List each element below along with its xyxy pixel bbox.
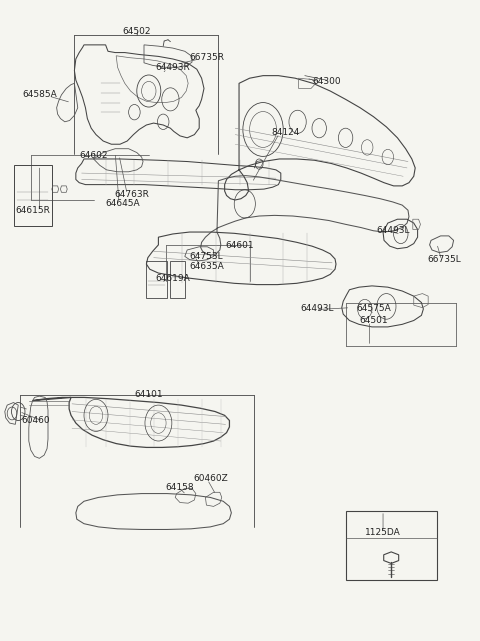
Text: 64615R: 64615R [15, 206, 50, 215]
Text: 64635A: 64635A [189, 262, 224, 271]
Text: 64585A: 64585A [23, 90, 57, 99]
Text: 64602: 64602 [79, 151, 108, 160]
Text: 64601: 64601 [226, 241, 254, 250]
Bar [14, 165, 52, 226]
Bar [146, 261, 167, 298]
Text: 64753L: 64753L [190, 252, 223, 261]
Text: 64158: 64158 [166, 483, 194, 492]
Text: 64575A: 64575A [356, 304, 391, 313]
Text: 64493R: 64493R [156, 63, 190, 72]
Text: 66735R: 66735R [189, 53, 224, 62]
Text: 66735L: 66735L [427, 255, 461, 264]
Text: 64763R: 64763R [115, 190, 149, 199]
Text: 64501: 64501 [359, 316, 388, 325]
Text: 60460: 60460 [22, 416, 50, 425]
Text: 64619A: 64619A [156, 274, 190, 283]
Text: 84124: 84124 [271, 128, 300, 137]
Text: 64502: 64502 [122, 27, 151, 36]
Text: 60460Z: 60460Z [194, 474, 228, 483]
Text: 64300: 64300 [312, 77, 341, 86]
Text: 64493L: 64493L [377, 226, 410, 235]
Text: 64645A: 64645A [105, 199, 140, 208]
Bar [170, 261, 185, 298]
Text: 1125DA: 1125DA [365, 528, 401, 537]
Text: 64101: 64101 [134, 390, 163, 399]
Bar [346, 511, 437, 580]
Text: 64493L: 64493L [300, 304, 334, 313]
